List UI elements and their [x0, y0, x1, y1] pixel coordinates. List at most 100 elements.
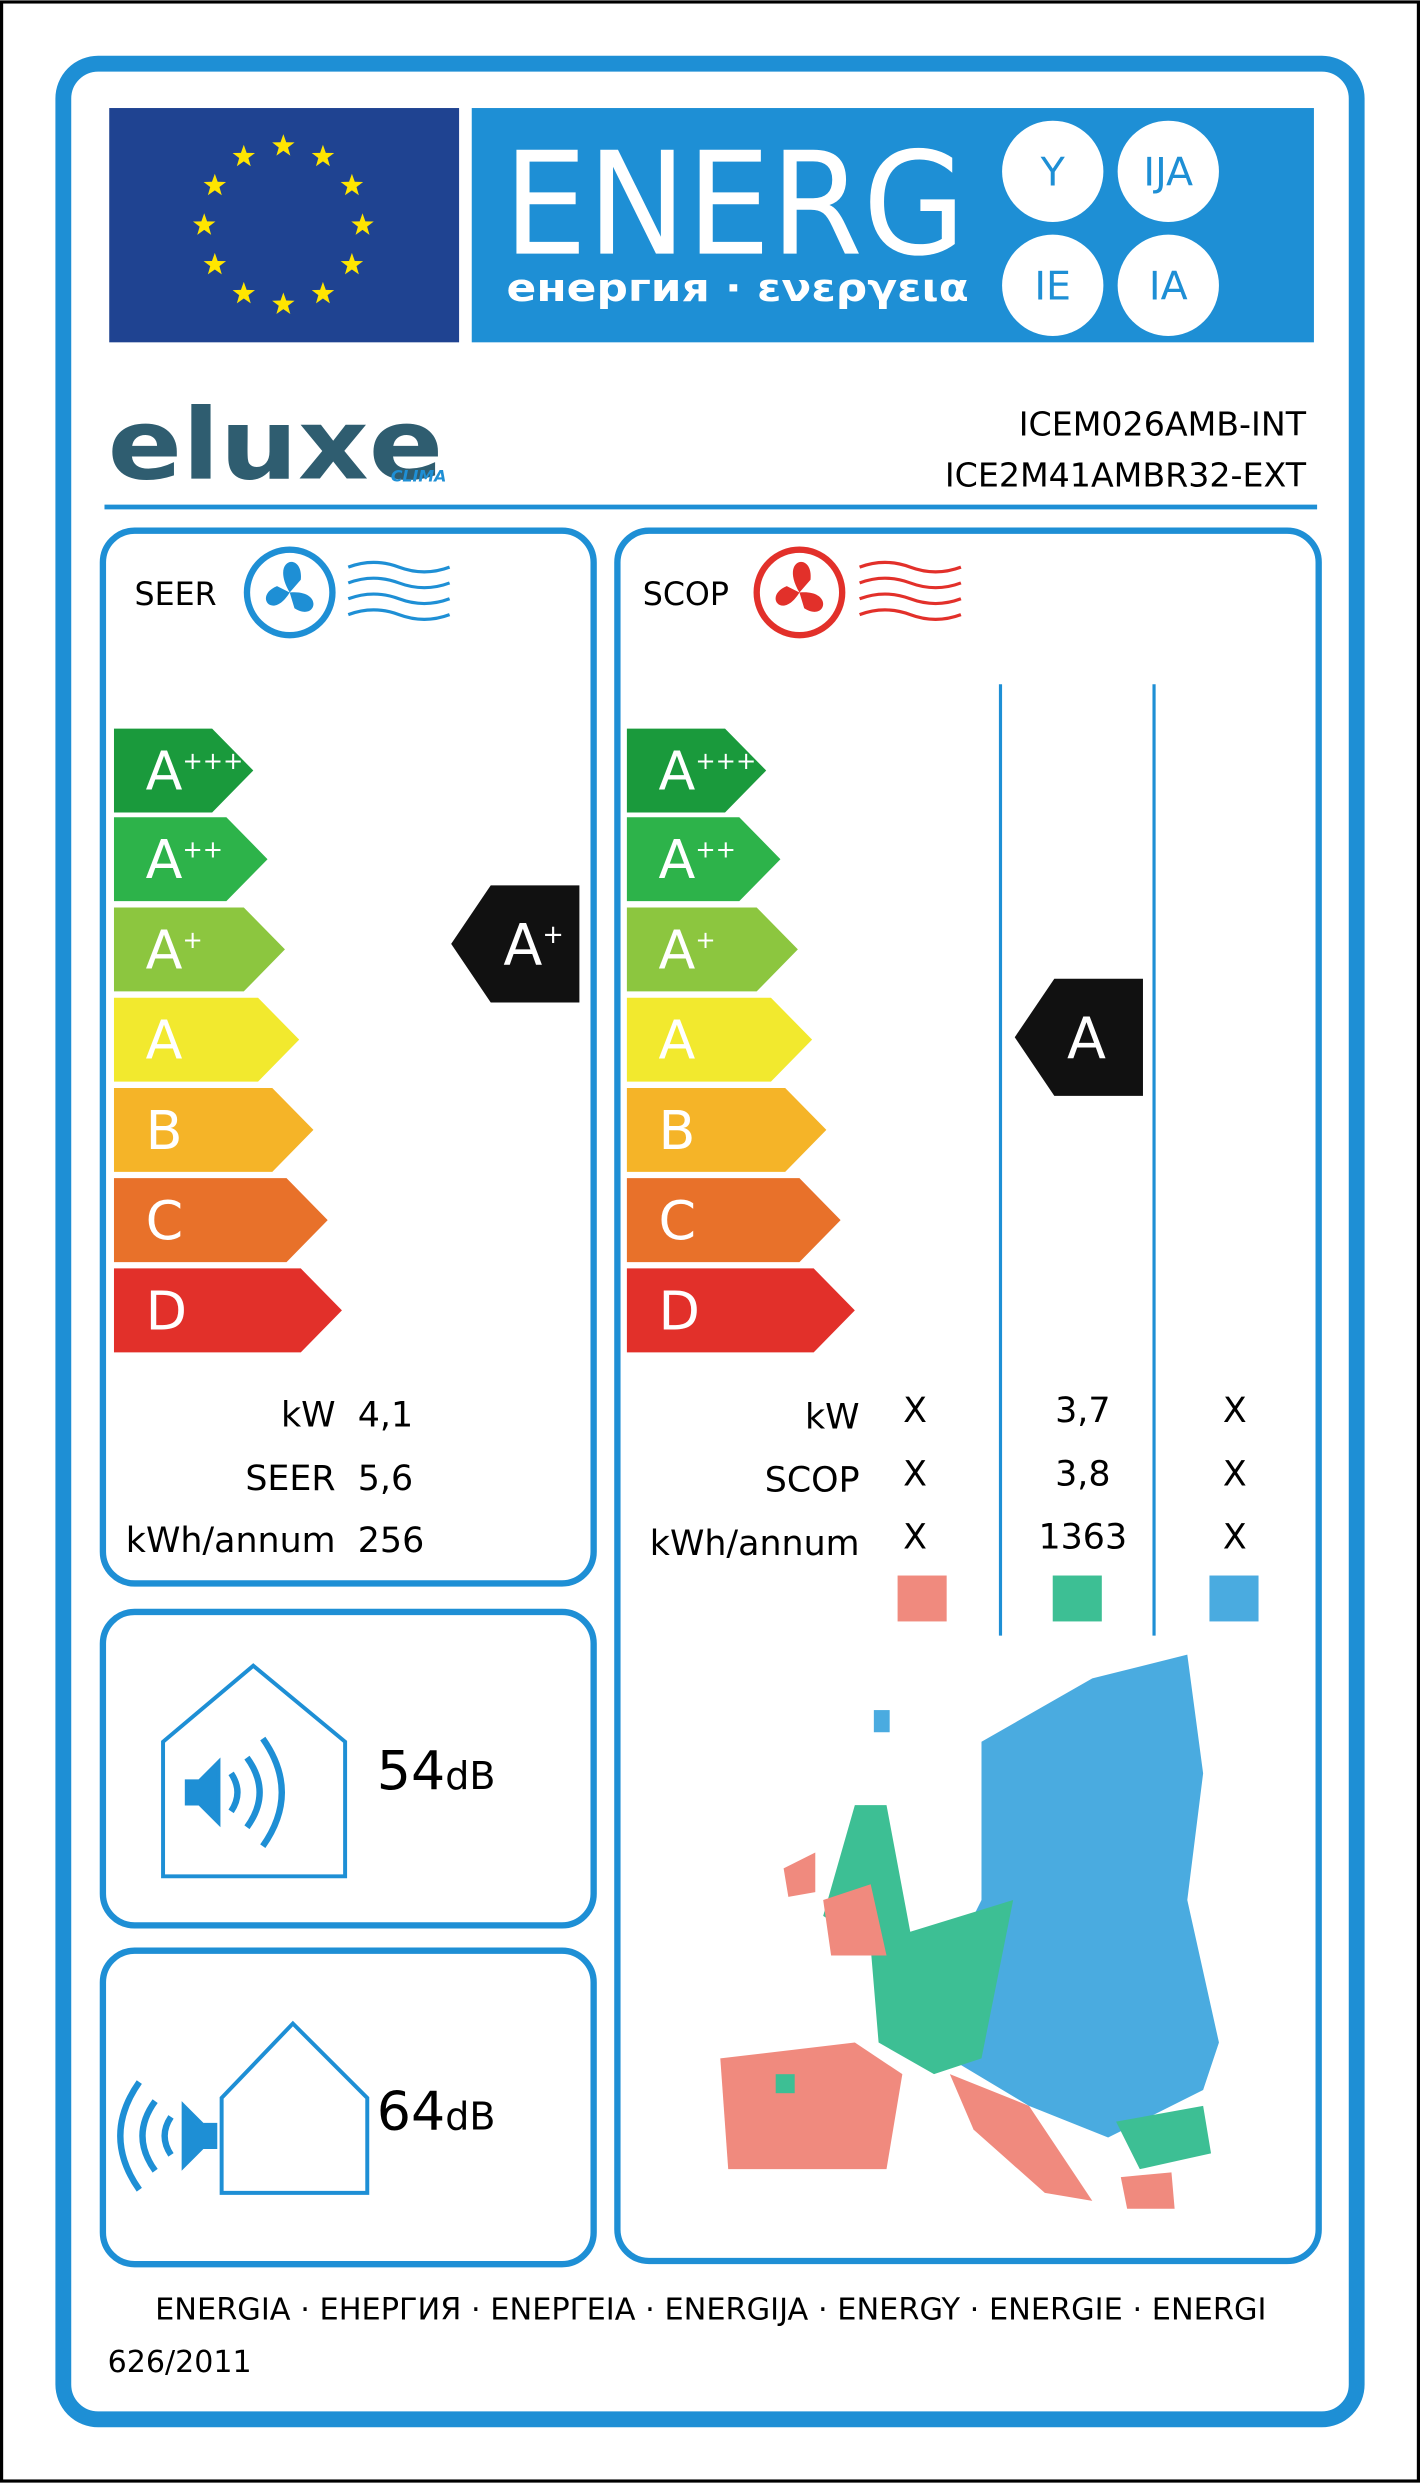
class-arrow	[113, 907, 285, 992]
suffix-circle	[1117, 234, 1219, 336]
rating-arrow	[1014, 978, 1143, 1096]
row-label: kW	[805, 1397, 860, 1437]
star	[272, 134, 295, 156]
class-label: A	[1067, 1006, 1106, 1072]
class-letter: A	[146, 918, 183, 981]
class-letter: A	[659, 828, 696, 891]
suffix: IJA	[1143, 150, 1193, 196]
brand-tagline: CLIMA	[391, 467, 447, 486]
class-letter: A	[146, 1009, 183, 1072]
cooling-fan-icon	[243, 546, 451, 639]
class-letter: D	[659, 1279, 700, 1342]
indoor-noise: 54dB	[377, 1739, 496, 1802]
class-letter: A	[659, 1009, 696, 1072]
suffix-circle	[1117, 120, 1219, 223]
class-letter: A	[659, 740, 696, 803]
class-superscript: +	[695, 926, 715, 954]
star	[203, 173, 227, 196]
banner-subtitle: енергия · ενεργεια	[507, 266, 969, 310]
heating-label: SCOP	[643, 577, 729, 613]
row-label: SCOP	[765, 1461, 860, 1501]
star	[311, 144, 335, 167]
star	[203, 252, 227, 275]
suffixes: Y IJA IE IA	[1002, 120, 1219, 336]
row-value: X	[903, 1391, 927, 1431]
suffix: IE	[1034, 264, 1071, 310]
class-letter: B	[659, 1099, 696, 1162]
zone-swatch	[897, 1575, 947, 1622]
suffix-circle	[1002, 234, 1104, 336]
row-value: 5,6	[358, 1459, 413, 1499]
class-arrow	[113, 1268, 342, 1353]
row-value: X	[1223, 1391, 1247, 1431]
model-outdoor: ICE2M41AMBR32-EXT	[945, 455, 1307, 494]
class-superscript: ++	[182, 836, 223, 864]
class-label: D	[659, 1279, 700, 1342]
suffix: IA	[1149, 264, 1188, 310]
class-arrow	[113, 997, 300, 1082]
class-label: A++	[659, 828, 736, 891]
suffix: Y	[1040, 150, 1066, 196]
class-letter: C	[659, 1189, 697, 1252]
outdoor-noise: 64dB	[377, 2080, 496, 2143]
class-letter: C	[146, 1189, 184, 1252]
class-arrow	[626, 997, 813, 1082]
row-value: X	[903, 1518, 927, 1558]
class-label: A	[659, 1009, 696, 1072]
class-letter: A	[659, 918, 696, 981]
star	[351, 213, 374, 235]
noise-value: 64	[377, 2080, 445, 2143]
row-value: X	[1223, 1518, 1247, 1558]
class-arrow	[626, 1268, 855, 1353]
class-label: A	[146, 1009, 183, 1072]
class-arrow	[113, 817, 268, 902]
class-label: A+	[146, 918, 203, 981]
row-label: kWh/annum	[650, 1524, 860, 1564]
class-superscript: +++	[695, 747, 756, 775]
star	[192, 213, 216, 235]
indoor-noise-icon	[161, 1663, 348, 1879]
row-value: 256	[358, 1521, 424, 1561]
class-arrow	[626, 817, 781, 902]
class-label: A+++	[659, 740, 757, 803]
noise-unit: dB	[445, 1754, 495, 1798]
class-label: B	[659, 1099, 696, 1162]
brand-logo: eluxe	[108, 388, 444, 502]
star	[232, 281, 256, 304]
class-label: D	[146, 1279, 187, 1342]
class-superscript: +	[542, 920, 563, 950]
class-letter: A	[146, 828, 183, 891]
noise-unit: dB	[445, 2095, 495, 2139]
class-label: A+++	[146, 740, 244, 803]
suffix-circle	[1002, 120, 1104, 223]
class-label: A++	[146, 828, 223, 891]
class-superscript: +++	[182, 747, 243, 775]
indoor-noise-panel	[99, 1608, 597, 1929]
class-letter: D	[146, 1279, 187, 1342]
class-label: A+	[503, 912, 563, 978]
heating-fan-icon	[753, 546, 962, 639]
cooling-label: SEER	[135, 577, 217, 613]
regulation: 626/2011	[108, 2345, 252, 2380]
class-arrow	[113, 1178, 328, 1263]
banner-title: ENERG	[503, 122, 965, 288]
row-value: 4,1	[358, 1396, 413, 1436]
row-label: kWh/annum	[126, 1521, 336, 1561]
row-value: 3,8	[1055, 1454, 1110, 1494]
noise-value: 54	[377, 1739, 445, 1802]
class-label: C	[146, 1189, 184, 1252]
class-arrow	[626, 728, 767, 813]
model-indoor: ICEM026AMB-INT	[1019, 405, 1307, 444]
zone-swatch	[1209, 1575, 1259, 1622]
class-letter: A	[1067, 1006, 1106, 1072]
climate-map	[720, 1654, 1219, 2209]
outdoor-noise-icon	[117, 2020, 370, 2195]
class-label: B	[146, 1099, 183, 1162]
class-superscript: ++	[695, 836, 736, 864]
outdoor-noise-panel	[99, 1947, 597, 2268]
class-label: A+	[659, 918, 716, 981]
row-value: 3,7	[1055, 1391, 1110, 1431]
zone-swatch	[1052, 1575, 1102, 1622]
